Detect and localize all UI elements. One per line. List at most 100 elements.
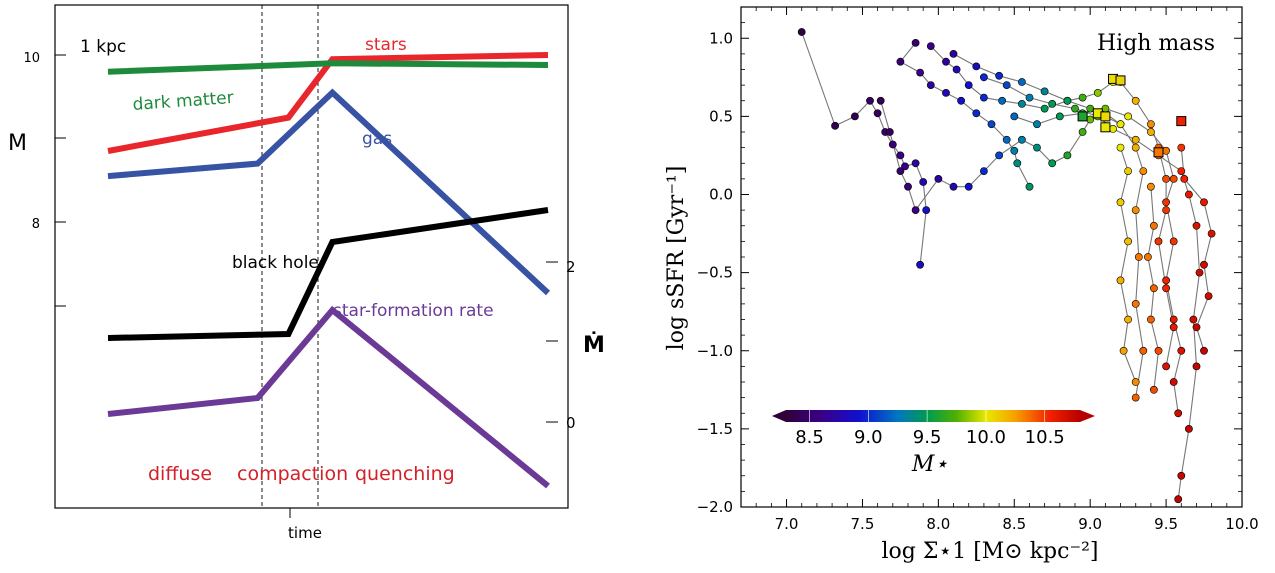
scatter-point	[1154, 346, 1163, 355]
track-line	[899, 42, 1030, 187]
scatter-point	[1078, 128, 1087, 136]
right-points	[797, 28, 1216, 504]
scatter-point	[1040, 104, 1049, 113]
scatter-point	[1162, 174, 1170, 183]
right-title: High mass	[1097, 31, 1215, 56]
scatter-point	[1048, 100, 1057, 108]
colorbar-label: M⋆	[911, 452, 949, 477]
scatter-point	[1189, 315, 1198, 324]
scatter-point	[1169, 378, 1178, 386]
dark-matter-line	[107, 60, 549, 75]
scatter-point	[896, 151, 905, 160]
scatter-point	[1033, 120, 1041, 129]
track-line	[1180, 147, 1213, 351]
left-x-axis-label: time	[288, 524, 322, 542]
scatter-point	[1063, 96, 1072, 105]
scatter-point	[904, 182, 912, 191]
scatter-point	[949, 50, 958, 58]
scatter-point	[1055, 112, 1064, 121]
y-tick-label-8: 8	[32, 217, 40, 232]
scatter-point	[919, 178, 928, 186]
scatter-point	[1134, 253, 1143, 261]
scatter-point	[1162, 146, 1170, 155]
colorbar-tick-label: 10.0	[966, 427, 1006, 448]
scatter-point	[885, 128, 894, 136]
square-marker	[1077, 111, 1088, 122]
scatter-point	[1018, 135, 1026, 144]
scatter-point	[1174, 495, 1183, 504]
colorbar-tick-label: 9.0	[854, 427, 883, 448]
scatter-point	[1169, 174, 1178, 183]
left-y2-axis-label: Ṁ	[583, 332, 605, 358]
scatter-point	[1010, 112, 1019, 121]
scatter-point	[980, 73, 988, 82]
scatter-point	[987, 120, 996, 129]
scatter-point	[1192, 362, 1201, 371]
scatter-point	[1147, 182, 1155, 191]
scatter-point	[1200, 346, 1208, 355]
scatter-point	[1002, 81, 1011, 89]
scatter-point	[1010, 146, 1019, 155]
scatter-point	[1177, 143, 1186, 152]
scatter-point	[952, 65, 961, 74]
stars-line	[107, 52, 549, 154]
scatter-point	[995, 151, 1003, 160]
scatter-point	[1169, 237, 1178, 246]
scatter-point	[1116, 198, 1125, 207]
scatter-point	[972, 109, 981, 118]
scatter-point	[1071, 104, 1079, 113]
scatter-point	[926, 81, 935, 89]
scatter-point	[980, 167, 988, 175]
scatter-point	[831, 121, 839, 130]
scatter-point	[1177, 167, 1186, 175]
scatter-point	[1174, 409, 1183, 418]
scatter-point	[1101, 104, 1110, 113]
scatter-point	[1207, 229, 1216, 238]
black-hole-line	[107, 207, 549, 341]
scatter-point	[797, 28, 806, 36]
scatter-point	[980, 93, 988, 102]
scatter-point	[972, 62, 981, 71]
colorbar-tick-label: 9.5	[913, 427, 942, 448]
scatter-point	[1131, 378, 1140, 386]
phase-diffuse: diffuse	[148, 463, 212, 485]
label-stars: stars	[365, 35, 407, 55]
scatter-point	[1025, 93, 1034, 102]
track-line	[1119, 147, 1137, 383]
scatter-point	[1131, 393, 1140, 402]
y-tick-label: 0.0	[709, 186, 733, 204]
scatter-point	[1086, 115, 1095, 124]
scatter-point	[916, 260, 924, 269]
left-series-lines	[107, 52, 551, 489]
scatter-point	[1063, 151, 1072, 160]
scatter-point	[1147, 128, 1155, 136]
scatter-point	[1185, 190, 1193, 199]
colorbar-ticks: 8.5 9.0 9.5 10.0 10.5	[795, 410, 1065, 448]
y2-tick-label-0: 0	[566, 414, 576, 432]
scatter-point	[911, 159, 920, 168]
y-tick-label-10: 10	[23, 51, 40, 66]
scatter-point	[873, 109, 882, 118]
right-axes-ticks: 7.0 7.5 8.0 8.5 9.0 9.5 10.0 1.0 0.5 0.0 −0.5 −1.0 −…	[697, 7, 1259, 533]
scatter-point	[1116, 143, 1125, 152]
scatter-point	[911, 206, 920, 214]
scatter-point	[1139, 167, 1148, 175]
scatter-point	[1116, 120, 1125, 129]
scatter-point	[1116, 276, 1125, 285]
scatter-point	[1109, 124, 1117, 133]
track-line	[1014, 108, 1182, 414]
scatter-point	[934, 174, 943, 183]
track-line	[953, 53, 1144, 398]
colorbar-tick-label: 8.5	[795, 427, 824, 448]
scatter-point	[1200, 198, 1208, 207]
scatter-point	[1131, 206, 1140, 214]
scatter-point	[1169, 323, 1178, 332]
colorbar-max-arrow	[1080, 410, 1095, 422]
scatter-point	[1177, 471, 1186, 480]
scatter-point	[1195, 268, 1204, 277]
scatter-point	[1180, 174, 1189, 183]
scatter-point	[901, 162, 909, 171]
scatter-point	[1139, 346, 1148, 355]
scatter-point	[1150, 221, 1158, 230]
